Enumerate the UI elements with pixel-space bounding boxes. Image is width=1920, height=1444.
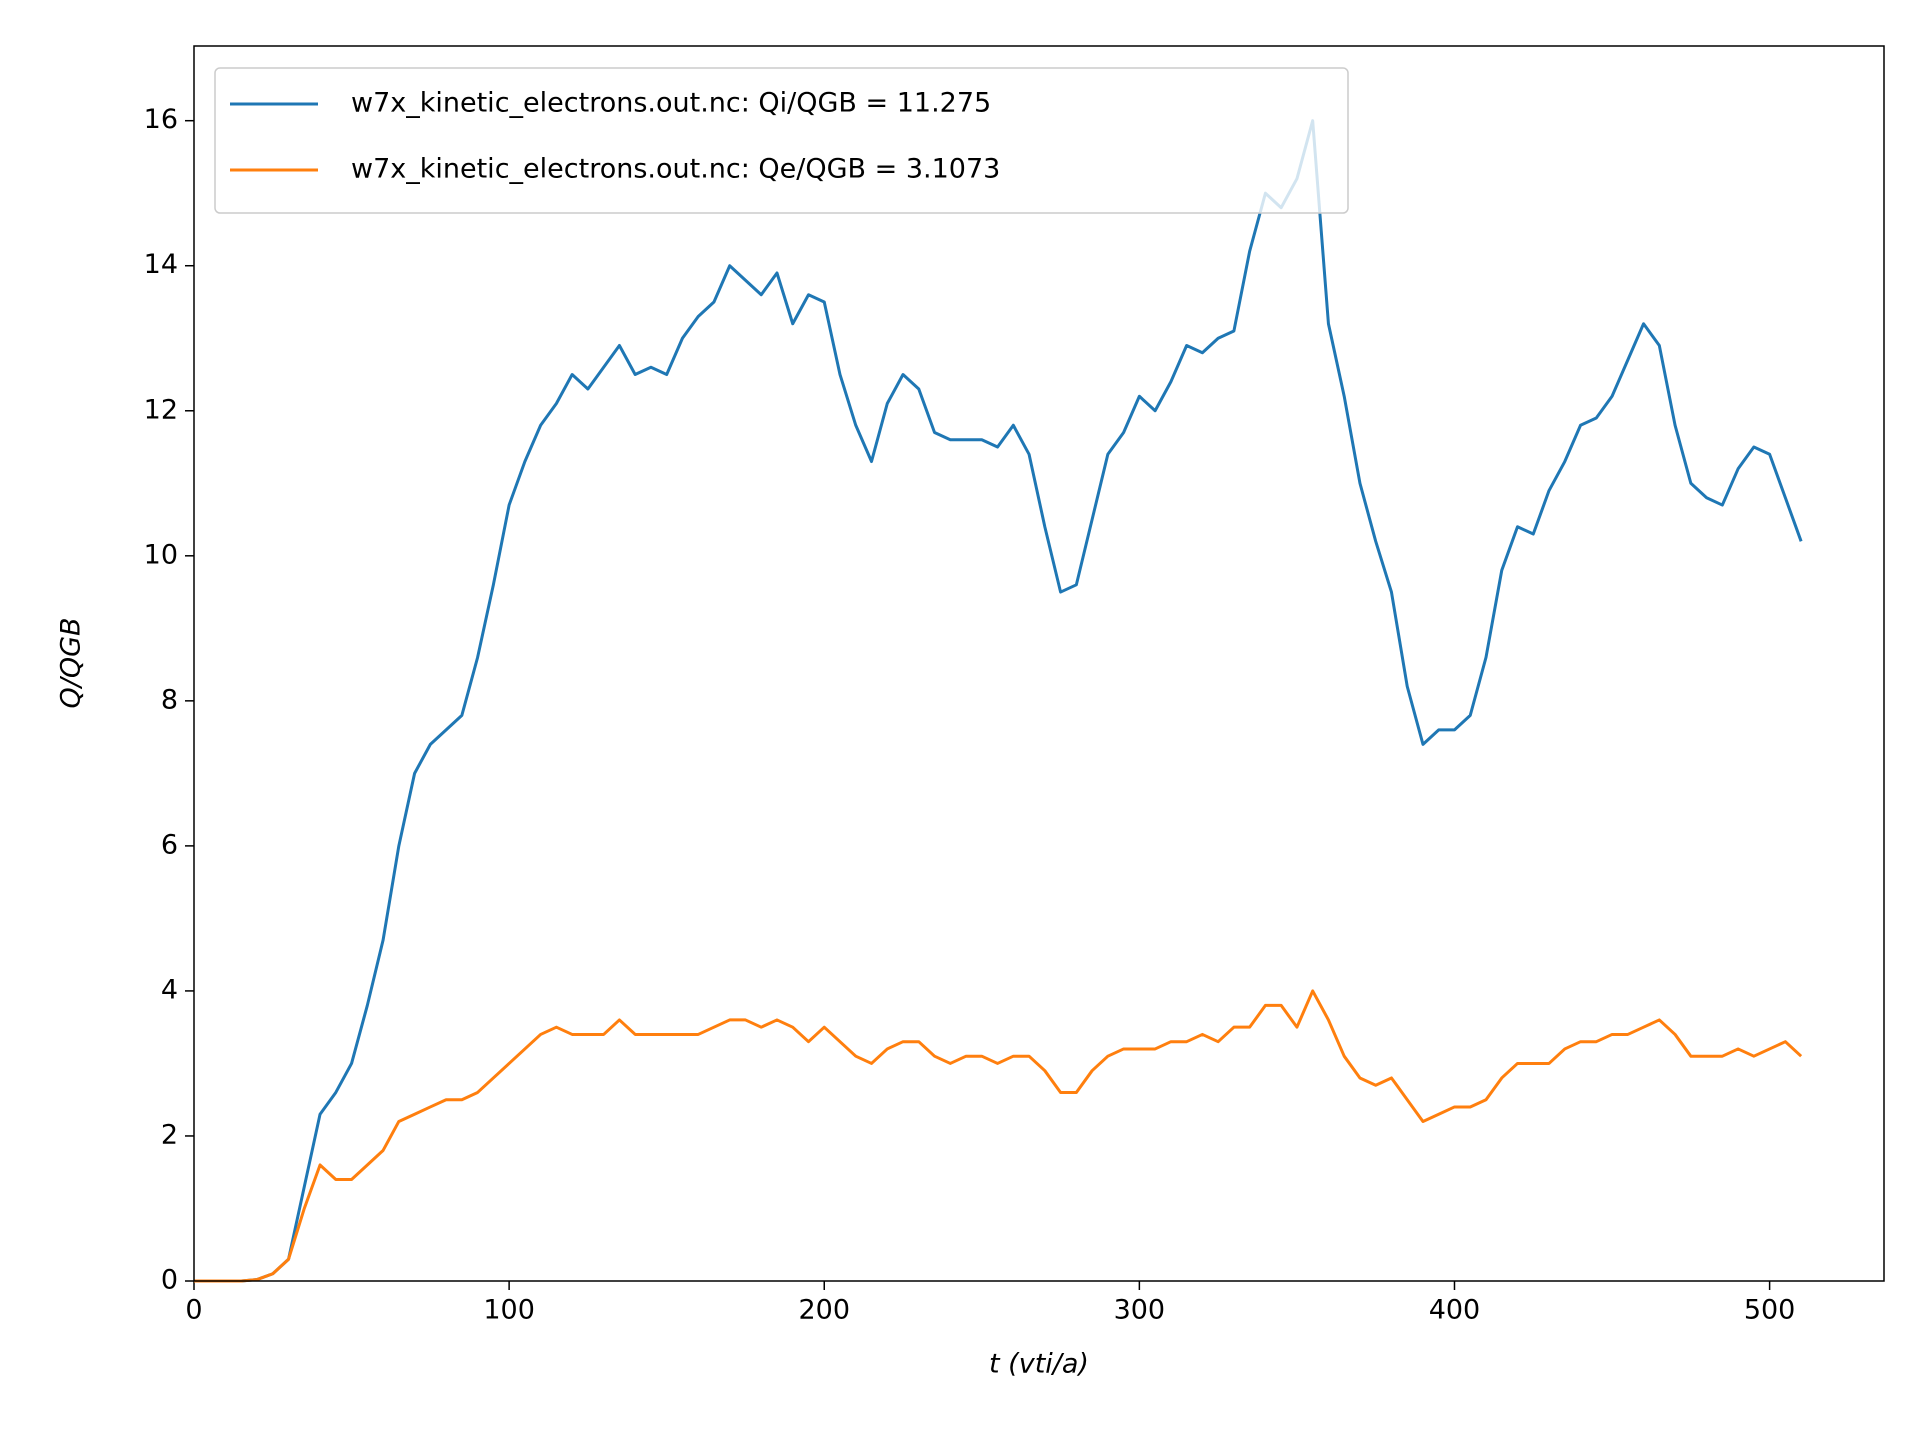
y-tick-label: 12 — [144, 394, 178, 425]
x-tick-label: 400 — [1429, 1295, 1481, 1326]
y-tick-label: 6 — [161, 829, 178, 860]
y-tick-label: 4 — [161, 974, 178, 1005]
axes-frame — [193, 45, 1885, 1282]
x-tick-label: 200 — [798, 1295, 850, 1326]
y-tick-label: 10 — [144, 539, 178, 570]
legend-label: w7x_kinetic_electrons.out.nc: Qe/QGB = 3… — [351, 154, 1000, 185]
y-tick-label: 2 — [161, 1119, 178, 1150]
y-tick-label: 16 — [144, 104, 178, 135]
x-axis-label: t (vti/a) — [989, 1349, 1089, 1380]
y-tick-label: 0 — [161, 1265, 178, 1296]
series-line — [194, 119, 1803, 1283]
y-axis-label: Q/QGB — [56, 617, 87, 708]
legend-box — [214, 67, 1349, 214]
y-tick-label: 8 — [161, 684, 178, 715]
series-line — [194, 989, 1803, 1283]
x-tick-label: 500 — [1744, 1295, 1796, 1326]
x-tick-label: 100 — [483, 1295, 535, 1326]
x-tick-label: 300 — [1114, 1295, 1166, 1326]
legend-label: w7x_kinetic_electrons.out.nc: Qi/QGB = 1… — [351, 88, 991, 119]
y-tick-label: 14 — [144, 249, 178, 280]
x-tick-label: 0 — [185, 1295, 202, 1326]
